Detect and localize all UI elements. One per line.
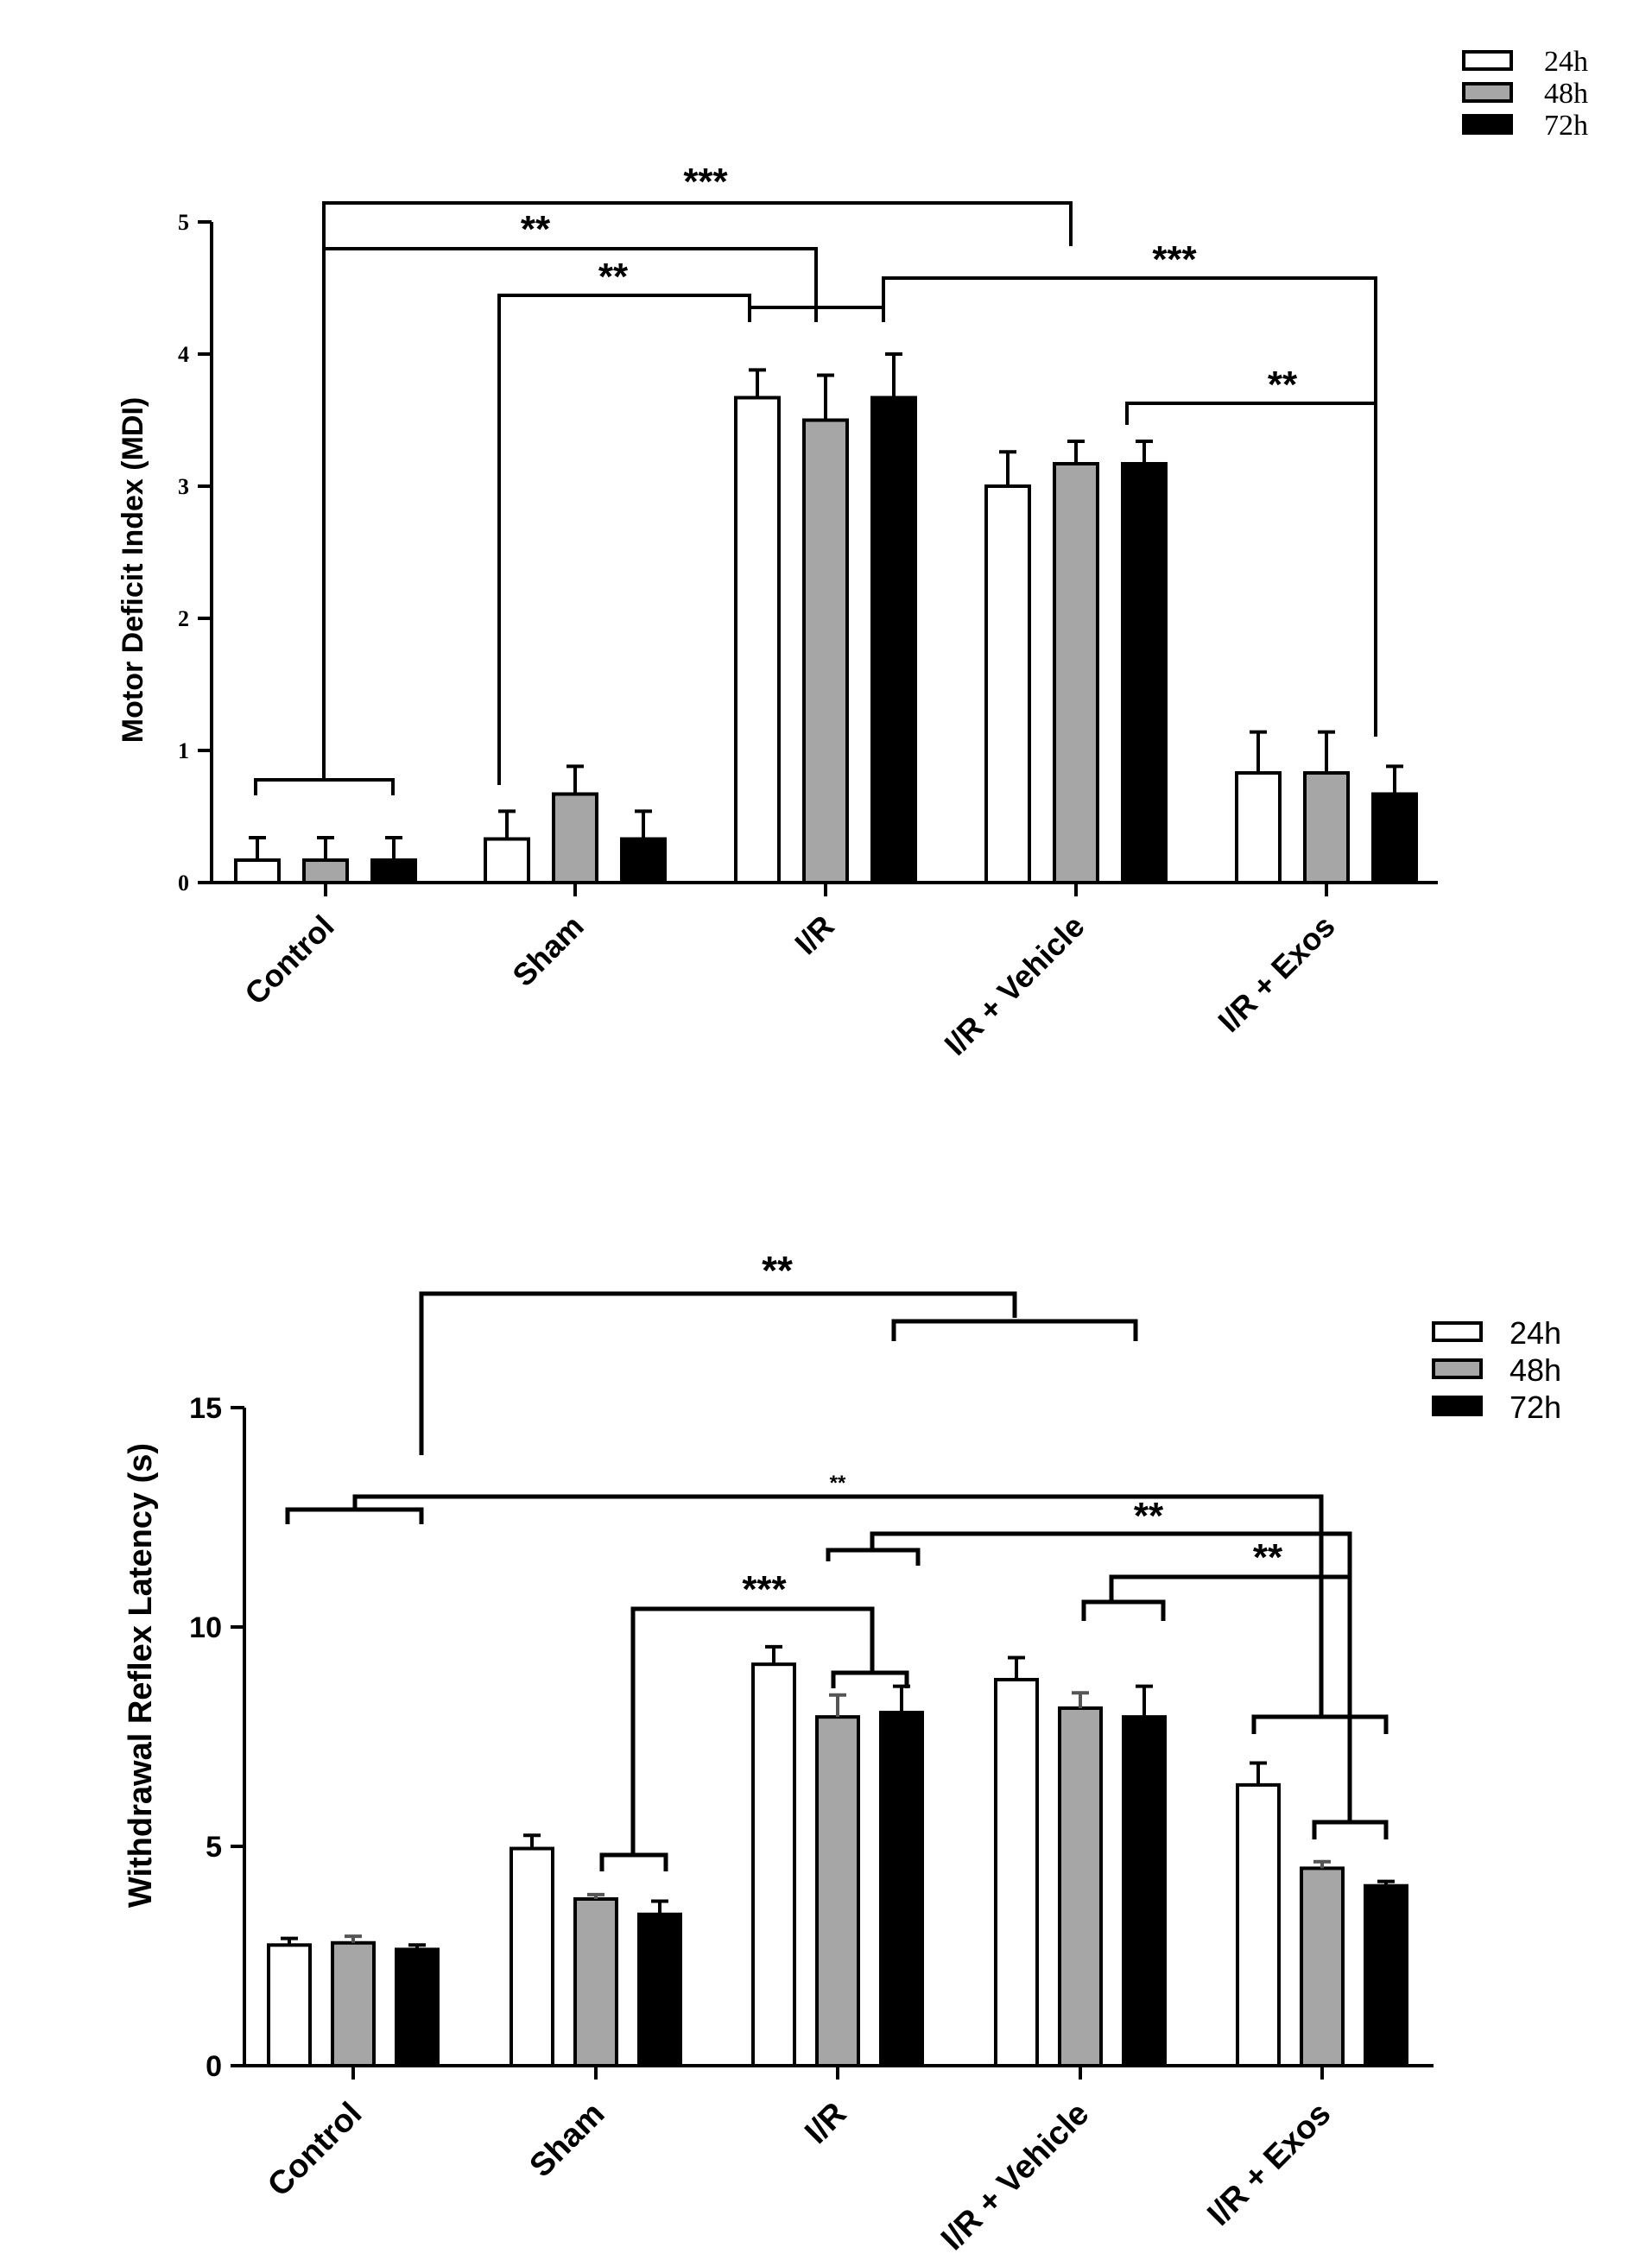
panel-a-bar-48h: [302, 858, 349, 884]
panel-b-bar-24h: [510, 1846, 554, 2068]
panel-b-category-label: I/R + Vehicle: [934, 2096, 1096, 2257]
panel-a-category-label: Sham: [505, 908, 590, 993]
panel-a-bar-72h: [1121, 461, 1168, 884]
panel-b-bar-48h: [815, 1715, 860, 2067]
panel-b-annotation-4: ***: [742, 1568, 787, 1611]
panel-b-legend-swatch-72h: [1432, 1396, 1483, 1416]
panel-a-bar-72h: [370, 858, 417, 884]
panel-a-bar-24h: [734, 396, 781, 884]
panel-b-bar-72h: [1122, 1715, 1167, 2067]
panel-a-category-label: Control: [237, 908, 340, 1011]
panel-a-bar-24h: [1235, 771, 1282, 885]
panel-b-legend-label-24h: 24h: [1510, 1315, 1561, 1351]
panel-a-bar-48h: [552, 792, 598, 884]
panel-a-category-label: I/R + Exos: [1211, 908, 1341, 1039]
panel-b-bar-48h: [1058, 1706, 1103, 2067]
panel-b-significance-brackets: [285, 1291, 1389, 1871]
panel-a-y-axis-label: Motor Deficit Index (MDI): [117, 397, 149, 743]
panel-a-legend: 24h 48h 72h: [1462, 46, 1588, 142]
panel-b-category-label: Control: [261, 2096, 369, 2204]
panel-b-bar-24h: [267, 1943, 312, 2068]
panel-a-error-bars: [249, 352, 1403, 860]
panel-a-annotation-2: **: [521, 208, 551, 250]
panel-b-annotation-5: **: [1253, 1536, 1283, 1579]
panel-a-category-label: I/R: [788, 908, 841, 962]
panel-b-y-tick-label: 10: [189, 1611, 222, 1644]
panel-b-bar-24h: [751, 1662, 796, 2068]
panel-a-bar-24h: [234, 858, 281, 884]
panel-a-legend-swatch-48h: [1462, 82, 1513, 103]
panel-b-bar-24h: [1236, 1782, 1281, 2067]
panel-a: 0 1 2 3 4 5 Control Sham I/R I/R + Vehicle I/R + E…: [117, 46, 1588, 1062]
panel-b-y-tick-label: 0: [206, 2050, 222, 2083]
panel-a-bars: [234, 396, 1418, 885]
panel-a-bar-48h: [1053, 461, 1099, 884]
panel-a-significance-brackets: [254, 201, 1377, 795]
panel-a-legend-label-48h: 48h: [1544, 78, 1588, 110]
panel-b-error-bars: [281, 1644, 1395, 1950]
panel-a-legend-swatch-72h: [1462, 114, 1513, 135]
panel-a-bar-72h: [870, 396, 917, 884]
panel-b-category-label: I/R: [798, 2096, 853, 2151]
panel-a-legend-label-24h: 24h: [1544, 46, 1588, 78]
panel-a-bar-24h: [984, 484, 1031, 884]
panel-b: 0 5 10 15 Control Sham I/R I/R + Vehicle I/R + E…: [123, 1248, 1561, 2257]
panel-a-bar-48h: [802, 418, 849, 884]
panel-a-annotation-4: ***: [1152, 238, 1197, 281]
panel-a-bar-24h: [484, 837, 530, 885]
panel-b-bar-24h: [994, 1677, 1039, 2067]
panel-b-legend-label-48h: 48h: [1510, 1352, 1561, 1388]
panel-b-bar-48h: [1300, 1866, 1345, 2067]
panel-a-y-tick-label: 1: [178, 738, 189, 763]
panel-b-category-label: Sham: [522, 2096, 611, 2185]
panel-a-bar-72h: [1371, 792, 1418, 884]
panel-b-legend: 24h 48h 72h: [1432, 1315, 1561, 1425]
panel-b-y-axis-label: Withdrawal Reflex Latency (s): [123, 1443, 159, 1908]
panel-b-annotation-2: **: [830, 1472, 846, 1495]
panel-a-category-label: I/R + Vehicle: [937, 908, 1091, 1062]
panel-a-y-tick-label: 4: [178, 342, 189, 367]
panel-b-y-tick-label: 15: [189, 1392, 222, 1425]
panel-b-bar-48h: [331, 1940, 376, 2068]
panel-b-legend-swatch-24h: [1432, 1321, 1483, 1342]
panel-a-y-tick-label: 3: [178, 474, 189, 499]
panel-b-bar-72h: [879, 1711, 924, 2068]
panel-a-bar-48h: [1303, 771, 1350, 885]
panel-a-legend-label-72h: 72h: [1544, 110, 1588, 142]
panel-b-bar-72h: [395, 1947, 440, 2067]
panel-b-bar-48h: [573, 1896, 618, 2067]
panel-b-legend-label-72h: 72h: [1510, 1390, 1561, 1425]
panel-b-annotation-3: **: [1134, 1495, 1164, 1537]
panel-b-annotation-1: **: [762, 1248, 793, 1293]
panel-a-legend-swatch-24h: [1462, 50, 1513, 71]
panel-b-y-tick-label: 5: [206, 1831, 222, 1864]
panel-a-annotation-5: **: [1268, 364, 1298, 406]
panel-a-y-tick-label: 5: [178, 210, 189, 235]
panel-b-bar-72h: [1364, 1883, 1408, 2067]
panel-a-y-tick-label: 2: [178, 606, 189, 631]
panel-a-y-tick-label: 0: [178, 870, 189, 896]
panel-b-legend-swatch-48h: [1432, 1358, 1483, 1379]
panel-b-category-label: I/R + Exos: [1200, 2096, 1338, 2233]
panel-a-annotation-3: **: [598, 256, 629, 298]
panel-a-annotation-1: ***: [683, 161, 728, 203]
panel-b-bars: [267, 1662, 1408, 2068]
panel-b-bar-72h: [637, 1912, 682, 2067]
panel-a-bar-72h: [620, 837, 667, 885]
